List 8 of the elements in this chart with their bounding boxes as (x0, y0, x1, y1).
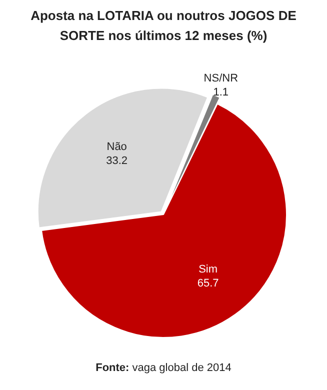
slice-label: Sim (198, 263, 218, 276)
data-label: 65.7 (197, 277, 219, 290)
chart-title: Aposta na LOTARIA ou noutros JOGOS DE SORTE nos últimos 12 meses (%) (30, 7, 298, 45)
data-label: 33.2 (106, 155, 128, 168)
data-label: 1.1 (213, 86, 229, 99)
slice-label: Não (106, 141, 127, 154)
slice-label: NS/NR (204, 72, 238, 85)
source-note: Fonte: vaga global de 2014 (94, 362, 232, 374)
